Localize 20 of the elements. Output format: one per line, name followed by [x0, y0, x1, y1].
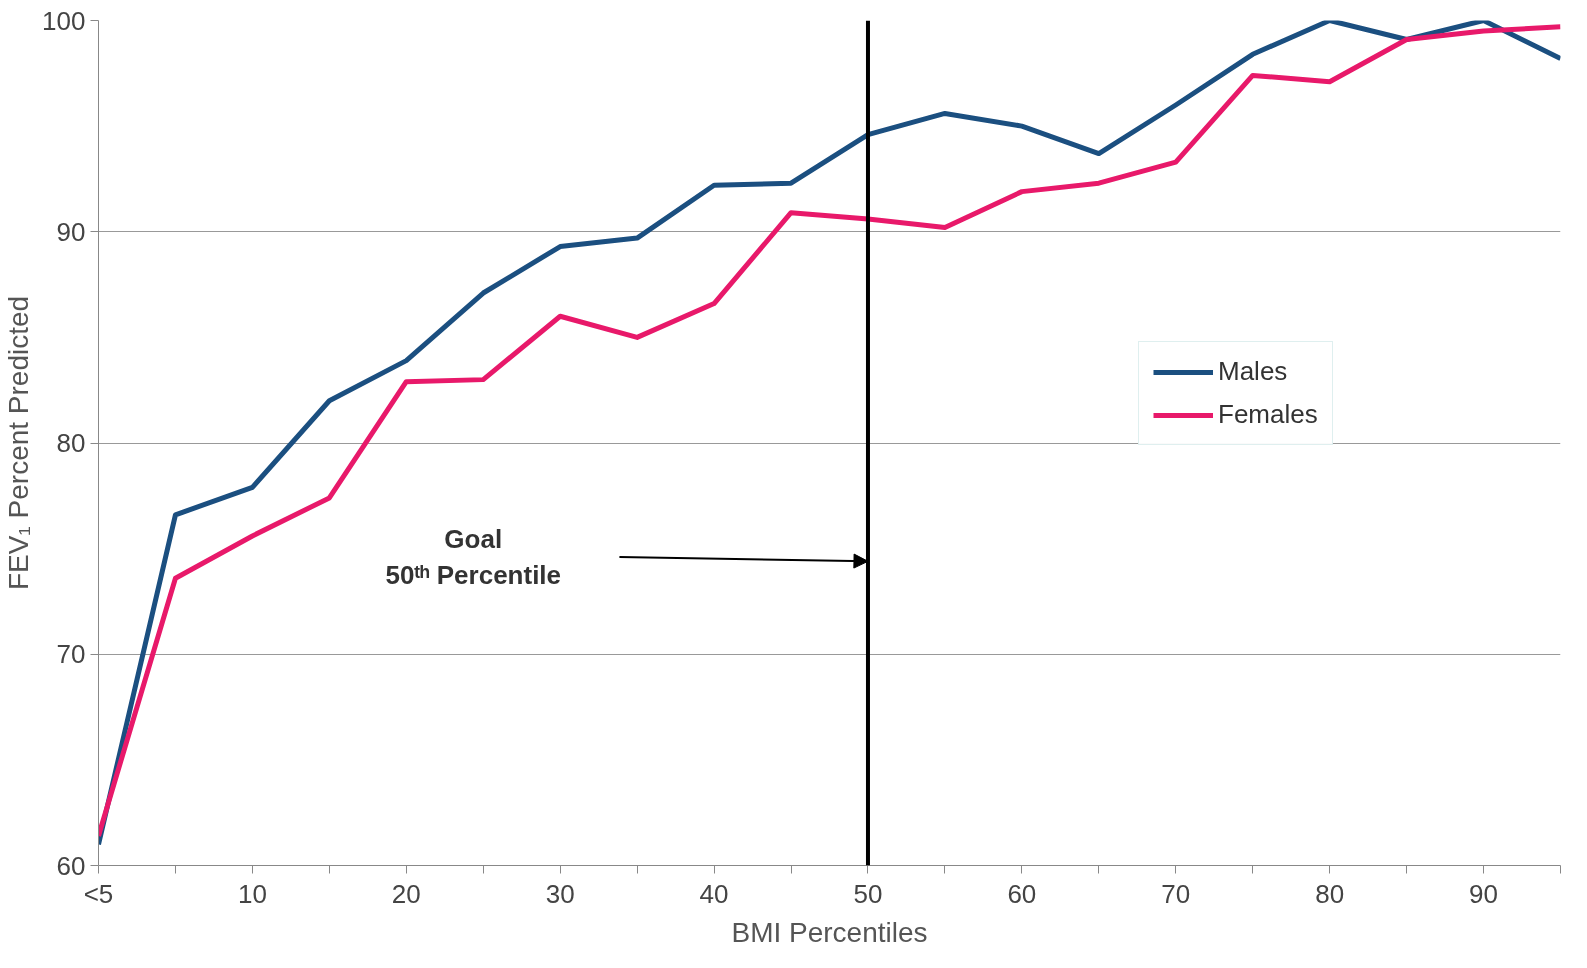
y-tick-label: 100: [42, 5, 86, 36]
x-tick-label: 60: [1007, 878, 1037, 909]
y-tick-label: 80: [56, 428, 86, 458]
legend-label: Females: [1218, 399, 1318, 430]
x-tick-label: 90: [1469, 878, 1499, 909]
y-tick-label: 60: [56, 850, 86, 881]
x-tick-label: 30: [545, 878, 575, 909]
x-tick-label: 80: [1315, 878, 1345, 909]
legend-label: Males: [1218, 356, 1288, 387]
x-tick-label: 10: [237, 878, 267, 909]
x-tick-label: 50: [853, 878, 883, 909]
y-axis-title: FEV₁ Percent Predicted: [3, 295, 35, 591]
y-tick-label: 90: [56, 216, 86, 247]
y-tick-label: 70: [56, 639, 86, 670]
x-tick-label: 70: [1161, 878, 1191, 909]
x-tick-label: <5: [83, 878, 114, 909]
annotation: Goal 50ᵗʰ Percentile: [385, 524, 562, 591]
x-tick-label: 40: [699, 878, 729, 909]
x-axis-title: BMI Percentiles: [731, 916, 928, 948]
x-tick-label: 20: [391, 878, 421, 909]
